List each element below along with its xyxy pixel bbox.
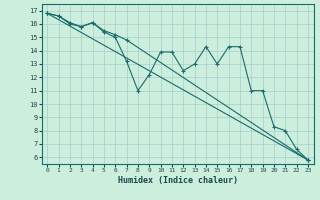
X-axis label: Humidex (Indice chaleur): Humidex (Indice chaleur) bbox=[118, 176, 237, 185]
